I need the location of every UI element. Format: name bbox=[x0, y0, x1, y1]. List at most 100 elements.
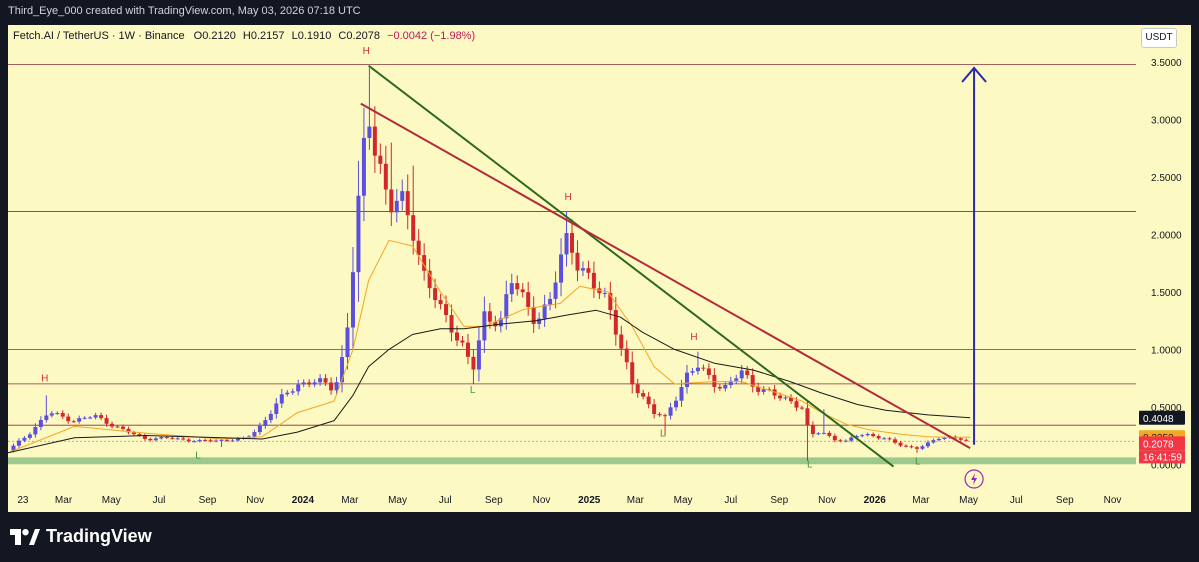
countdown-label: 16:41:59 bbox=[1143, 452, 1182, 463]
candle-body bbox=[137, 434, 142, 436]
candle-body bbox=[750, 375, 755, 387]
tradingview-logo-icon bbox=[10, 528, 40, 545]
candle-body bbox=[674, 400, 679, 408]
candle-body bbox=[186, 439, 191, 442]
candle-body bbox=[761, 389, 766, 392]
candle-body bbox=[181, 438, 186, 440]
candle-body bbox=[356, 195, 361, 273]
high-value: H0.2157 bbox=[242, 30, 285, 42]
candle-body bbox=[580, 268, 585, 271]
candle-body bbox=[438, 300, 443, 305]
candle-body bbox=[427, 270, 432, 289]
change-value: −0.0042 (−1.98%) bbox=[387, 30, 476, 42]
candle-body bbox=[444, 304, 449, 316]
candle-body bbox=[329, 382, 334, 391]
time-axis-label: 2024 bbox=[292, 495, 315, 506]
candle-body bbox=[619, 334, 624, 349]
tradingview-logo[interactable]: TradingView bbox=[10, 526, 152, 547]
candle-body bbox=[909, 446, 914, 448]
chart-area[interactable]: H L H L H L H L L 3.5000 3.0000 2.5000 2.0000 1.5000 1… bbox=[8, 25, 1191, 512]
candle-body bbox=[38, 419, 43, 428]
time-axis-label: 23 bbox=[17, 495, 29, 506]
candle-body bbox=[153, 438, 158, 441]
time-axis-label: Mar bbox=[341, 495, 359, 506]
price-tick-label: 2.0000 bbox=[1151, 231, 1182, 242]
low-marker: L bbox=[470, 385, 476, 396]
candle-body bbox=[575, 252, 580, 271]
candle-body bbox=[712, 375, 717, 387]
candle-body bbox=[465, 342, 470, 357]
tradingview-brand: TradingView bbox=[46, 526, 152, 546]
candle-body bbox=[498, 318, 503, 327]
price-tag-ma_slow bbox=[1139, 410, 1185, 425]
candle-body bbox=[268, 413, 273, 421]
candle-body bbox=[170, 437, 175, 439]
price-tick-label: 3.5000 bbox=[1151, 58, 1182, 69]
candle-body bbox=[455, 332, 460, 341]
price-tick-label: 0.5000 bbox=[1151, 403, 1182, 414]
candle-body bbox=[159, 436, 164, 439]
low-marker: L bbox=[807, 460, 813, 471]
candle-body bbox=[783, 397, 788, 399]
candle-body bbox=[372, 126, 377, 156]
candle-body bbox=[208, 440, 213, 442]
candle-body bbox=[476, 340, 481, 370]
candle-body bbox=[252, 432, 257, 437]
candle-body bbox=[548, 298, 553, 305]
high-marker: H bbox=[690, 332, 697, 343]
candle-body bbox=[405, 191, 410, 216]
countdown-tag bbox=[1139, 450, 1185, 464]
candle-body bbox=[964, 439, 969, 441]
candle-body bbox=[66, 416, 71, 422]
candle-body bbox=[914, 447, 919, 449]
candle-body bbox=[367, 126, 372, 138]
candle-body bbox=[936, 438, 941, 441]
candle-body bbox=[810, 425, 815, 435]
candle-body bbox=[958, 438, 963, 440]
candle-body bbox=[799, 407, 804, 409]
high-marker: H bbox=[564, 192, 571, 203]
candle-body bbox=[33, 427, 38, 435]
candle-body bbox=[296, 384, 301, 392]
candle-body bbox=[192, 441, 197, 443]
time-axis-label: Nov bbox=[818, 495, 836, 506]
candle-body bbox=[695, 367, 700, 372]
candle-body bbox=[88, 417, 93, 419]
candle-body bbox=[235, 438, 240, 441]
candle-body bbox=[11, 445, 16, 451]
candle-body bbox=[49, 413, 54, 416]
candle-body bbox=[93, 415, 98, 418]
price-tag-label-ma_slow: 0.4048 bbox=[1143, 414, 1174, 425]
candle-body bbox=[345, 327, 350, 358]
candle-body bbox=[789, 397, 794, 402]
time-axis-label: 2025 bbox=[578, 495, 601, 506]
red-trendline bbox=[360, 102, 971, 450]
candle-body bbox=[449, 315, 454, 333]
candle-body bbox=[701, 367, 706, 369]
time-axis-label: Nov bbox=[246, 495, 264, 506]
candle-body bbox=[520, 289, 525, 293]
candle-body bbox=[608, 292, 613, 311]
time-axis-label: Nov bbox=[533, 495, 551, 506]
created-by-text: Third_Eye_000 created with TradingView.c… bbox=[8, 5, 361, 17]
candle-body bbox=[893, 439, 898, 443]
candle-body bbox=[82, 417, 87, 419]
candle-body bbox=[646, 396, 651, 405]
candle-body bbox=[843, 440, 848, 442]
candle-body bbox=[203, 440, 208, 442]
candle-body bbox=[734, 378, 739, 381]
candle-body bbox=[849, 437, 854, 441]
candle-body bbox=[142, 435, 147, 439]
candle-body bbox=[55, 413, 60, 415]
green-trendline bbox=[368, 64, 895, 468]
candle-body bbox=[920, 446, 925, 449]
currency-button[interactable]: USDT bbox=[1141, 28, 1177, 48]
target-arrow-head bbox=[961, 66, 987, 83]
chart-canvas[interactable]: H L H L H L H L L 3.5000 3.0000 2.5000 2.0000 1.5000 1… bbox=[8, 25, 1191, 512]
candle-body bbox=[389, 189, 394, 213]
candle-body bbox=[422, 255, 427, 271]
top-bar: Third_Eye_000 created with TradingView.c… bbox=[0, 0, 1199, 26]
candle-body bbox=[383, 163, 388, 190]
candle-body bbox=[509, 283, 514, 295]
candle-body bbox=[794, 401, 799, 408]
